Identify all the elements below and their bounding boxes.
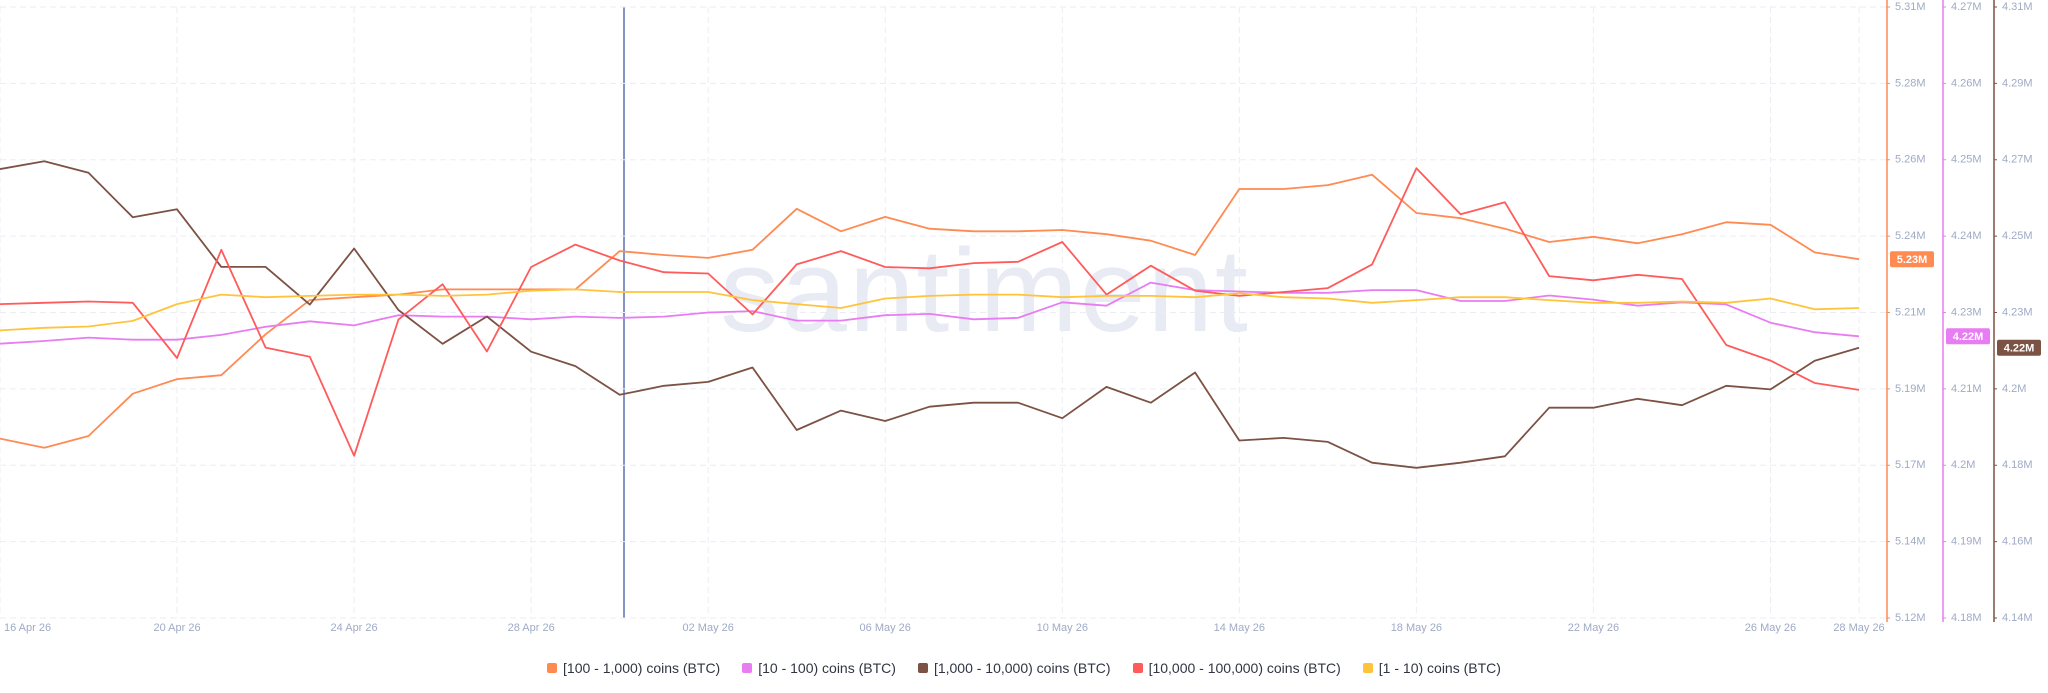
- value-badge-label: 4.22M: [2004, 343, 2035, 355]
- y-tick-label: 4.26M: [1951, 77, 1982, 89]
- value-badge-label: 4.22M: [1953, 331, 1984, 343]
- y-tick-label: 4.16M: [2002, 536, 2033, 548]
- x-tick-label: 28 May 26: [1833, 622, 1884, 634]
- x-tick-label: 14 May 26: [1214, 622, 1265, 634]
- legend-label: [100 - 1,000) coins (BTC): [563, 660, 721, 676]
- y-tick-label: 4.25M: [1951, 154, 1982, 166]
- x-tick-label: 20 Apr 26: [154, 622, 201, 634]
- y-tick-label: 4.29M: [2002, 77, 2033, 89]
- series-line: [0, 173, 1860, 449]
- legend-swatch: [1132, 663, 1143, 673]
- legend-item[interactable]: [1 - 10) coins (BTC): [1362, 660, 1501, 676]
- legend: [100 - 1,000) coins (BTC) [10 - 100) coin…: [0, 656, 2048, 680]
- value-badge: [1946, 328, 1990, 345]
- x-tick-label: 18 May 26: [1391, 622, 1442, 634]
- y-tick-label: 5.24M: [1895, 230, 1926, 242]
- legend-item[interactable]: [10 - 100) coins (BTC): [742, 660, 896, 676]
- y-tick-label: 4.31M: [2002, 1, 2033, 13]
- watermark: santiment: [720, 225, 1250, 357]
- y-tick-label: 5.12M: [1895, 612, 1926, 624]
- x-tick-label: 16 Apr 26: [4, 622, 51, 634]
- value-badge: [1890, 251, 1934, 268]
- y-tick-label: 4.27M: [2002, 154, 2033, 166]
- legend-label: [10 - 100) coins (BTC): [758, 660, 896, 676]
- y-tick-label: 4.2M: [1951, 459, 1975, 471]
- y-tick-label: 5.28M: [1895, 77, 1926, 89]
- x-tick-label: 02 May 26: [683, 622, 734, 634]
- series-line: [0, 288, 1860, 332]
- y-tick-label: 5.14M: [1895, 536, 1926, 548]
- legend-swatch: [917, 663, 928, 673]
- x-tick-label: 28 Apr 26: [508, 622, 555, 634]
- legend-label: [1 - 10) coins (BTC): [1378, 660, 1501, 676]
- y-tick-label: 4.14M: [2002, 612, 2033, 624]
- y-tick-label: 4.23M: [1951, 306, 1982, 318]
- x-tick-label: 10 May 26: [1037, 622, 1088, 634]
- y-tick-label: 4.18M: [1951, 612, 1982, 624]
- y-tick-label: 4.19M: [1951, 536, 1982, 548]
- x-tick-label: 26 May 26: [1745, 622, 1796, 634]
- x-tick-label: 24 Apr 26: [331, 622, 378, 634]
- y-tick-label: 4.25M: [2002, 230, 2033, 242]
- legend-label: [1,000 - 10,000) coins (BTC): [933, 660, 1111, 676]
- x-tick-label: 06 May 26: [860, 622, 911, 634]
- legend-label: [10,000 - 100,000) coins (BTC): [1148, 660, 1341, 676]
- legend-item[interactable]: [10,000 - 100,000) coins (BTC): [1132, 660, 1341, 676]
- x-tick-label: 22 May 26: [1568, 622, 1619, 634]
- legend-swatch: [547, 663, 558, 673]
- y-tick-label: 4.24M: [1951, 230, 1982, 242]
- y-tick-label: 5.19M: [1895, 383, 1926, 395]
- series-line: [0, 281, 1860, 345]
- y-tick-label: 4.23M: [2002, 306, 2033, 318]
- y-tick-label: 4.21M: [1951, 383, 1982, 395]
- y-tick-label: 5.21M: [1895, 306, 1926, 318]
- value-badge: [1997, 339, 2041, 356]
- legend-item[interactable]: [1,000 - 10,000) coins (BTC): [917, 660, 1111, 676]
- y-tick-label: 5.26M: [1895, 154, 1926, 166]
- legend-swatch: [1362, 663, 1373, 673]
- y-tick-label: 4.27M: [1951, 1, 1982, 13]
- y-tick-label: 5.17M: [1895, 459, 1926, 471]
- y-tick-label: 5.31M: [1895, 1, 1926, 13]
- value-badge-label: 5.23M: [1897, 254, 1928, 266]
- series-line: [0, 160, 1860, 469]
- y-tick-label: 4.18M: [2002, 459, 2033, 471]
- legend-swatch: [742, 663, 753, 673]
- chart: santiment 16 Apr 26 20 Apr 26 24 Apr 26 28 …: [0, 0, 2041, 634]
- series-line: [0, 167, 1860, 457]
- y-tick-label: 4.2M: [2002, 383, 2026, 395]
- legend-item[interactable]: [100 - 1,000) coins (BTC): [547, 660, 720, 676]
